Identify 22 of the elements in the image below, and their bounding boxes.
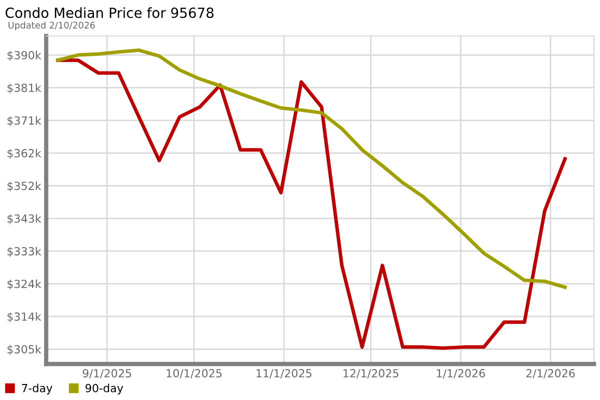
chart-subtitle: Updated 2/10/2026 — [8, 22, 95, 30]
y-tick-label: $362k — [8, 148, 42, 159]
legend-label: 7-day — [22, 384, 52, 394]
y-tick-label: $333k — [8, 246, 42, 257]
x-tick-label: 1/1/2026 — [436, 369, 485, 378]
x-tick-label: 12/1/2025 — [344, 369, 398, 378]
x-tick-label: 9/1/2025 — [82, 369, 132, 378]
y-tick-label: $371k — [8, 116, 42, 126]
x-tick-label: 2/1/2026 — [526, 369, 575, 378]
y-tick-label: $390k — [8, 50, 42, 61]
legend-label: 90-day — [86, 384, 124, 394]
y-tick-label: $343k — [8, 214, 42, 224]
line-series — [56, 48, 567, 289]
y-tick-label: $352k — [8, 182, 42, 192]
y-tick-label: $305k — [8, 344, 42, 355]
y-tick-label: $314k — [8, 312, 42, 322]
line-series — [56, 58, 567, 350]
chart-title: Condo Median Price for 95678 — [6, 7, 214, 18]
y-tick-label: $381k — [8, 83, 42, 94]
x-tick-label: 11/1/2025 — [256, 369, 312, 378]
y-tick-label: $324k — [8, 280, 42, 290]
x-tick-label: 10/1/2025 — [166, 369, 222, 378]
